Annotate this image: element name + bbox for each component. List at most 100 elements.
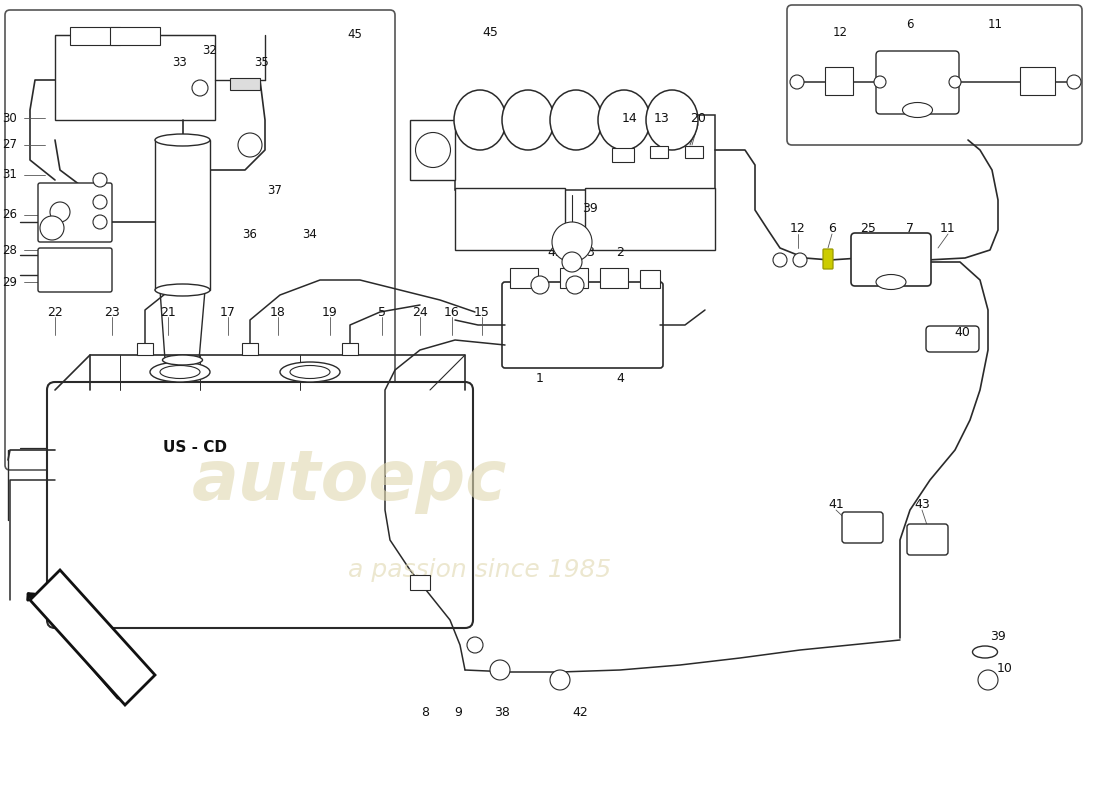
Text: 19: 19	[322, 306, 338, 318]
FancyBboxPatch shape	[786, 5, 1082, 145]
Bar	[560, 268, 588, 288]
FancyBboxPatch shape	[47, 382, 473, 628]
Circle shape	[531, 276, 549, 294]
Text: a passion since 1985: a passion since 1985	[349, 558, 612, 582]
Bar	[410, 575, 430, 590]
FancyBboxPatch shape	[851, 233, 931, 286]
Text: 15: 15	[474, 306, 490, 318]
Bar	[410, 120, 455, 180]
FancyBboxPatch shape	[926, 326, 979, 352]
Text: 23: 23	[104, 306, 120, 318]
Circle shape	[468, 637, 483, 653]
Ellipse shape	[876, 274, 906, 290]
Circle shape	[790, 75, 804, 89]
Text: autoepc: autoepc	[192, 446, 508, 514]
Text: 41: 41	[828, 498, 844, 510]
Text: 18: 18	[271, 306, 286, 318]
Text: 33: 33	[173, 55, 187, 69]
Ellipse shape	[290, 366, 330, 378]
Text: 32: 32	[202, 43, 218, 57]
Ellipse shape	[155, 134, 210, 146]
Bar	[455, 188, 565, 250]
Bar	[455, 115, 715, 190]
Bar	[70, 27, 120, 45]
Text: 40: 40	[954, 326, 970, 338]
Text: 8: 8	[421, 706, 429, 718]
Circle shape	[552, 222, 592, 262]
Circle shape	[793, 253, 807, 267]
Text: 34: 34	[302, 229, 318, 242]
Bar	[138, 343, 153, 355]
Text: 14: 14	[623, 111, 638, 125]
Circle shape	[94, 195, 107, 209]
Circle shape	[550, 670, 570, 690]
Text: 24: 24	[412, 306, 428, 318]
Text: 35: 35	[254, 55, 270, 69]
Bar	[242, 343, 258, 355]
Bar	[650, 146, 668, 158]
Circle shape	[562, 252, 582, 272]
Text: 42: 42	[572, 706, 587, 718]
FancyBboxPatch shape	[908, 524, 948, 555]
Bar	[825, 67, 852, 95]
Ellipse shape	[150, 362, 210, 382]
Circle shape	[192, 80, 208, 96]
Circle shape	[949, 76, 961, 88]
Bar	[230, 78, 260, 90]
Polygon shape	[30, 570, 155, 705]
Ellipse shape	[416, 133, 451, 167]
Text: 28: 28	[2, 243, 18, 257]
Text: 36: 36	[243, 229, 257, 242]
Ellipse shape	[646, 90, 698, 150]
Text: 20: 20	[690, 111, 706, 125]
FancyBboxPatch shape	[39, 248, 112, 292]
Text: 12: 12	[790, 222, 806, 234]
Text: 22: 22	[47, 306, 63, 318]
Text: 1: 1	[536, 371, 543, 385]
Ellipse shape	[163, 355, 202, 365]
Text: 37: 37	[267, 183, 283, 197]
Text: 38: 38	[494, 706, 510, 718]
Bar	[155, 140, 210, 290]
Circle shape	[50, 202, 70, 222]
Circle shape	[490, 660, 510, 680]
Text: 17: 17	[220, 306, 235, 318]
Text: 3: 3	[586, 246, 594, 258]
Text: 39: 39	[990, 630, 1005, 642]
Bar	[612, 148, 634, 162]
Text: US - CD: US - CD	[163, 441, 227, 455]
Text: 4: 4	[616, 371, 624, 385]
Bar	[55, 35, 215, 120]
FancyBboxPatch shape	[39, 183, 112, 242]
Text: 43: 43	[914, 498, 929, 510]
Bar	[110, 27, 160, 45]
Text: 45: 45	[348, 29, 362, 42]
Text: 12: 12	[833, 26, 847, 38]
Ellipse shape	[502, 90, 554, 150]
Ellipse shape	[972, 646, 998, 658]
Circle shape	[94, 173, 107, 187]
FancyBboxPatch shape	[823, 249, 833, 269]
Text: 45: 45	[482, 26, 498, 38]
Text: 39: 39	[582, 202, 598, 214]
Text: 11: 11	[940, 222, 956, 234]
Text: 26: 26	[2, 209, 18, 222]
Ellipse shape	[550, 90, 602, 150]
Ellipse shape	[598, 90, 650, 150]
Text: 25: 25	[860, 222, 876, 234]
Circle shape	[238, 133, 262, 157]
Text: 10: 10	[997, 662, 1013, 674]
Text: 27: 27	[2, 138, 18, 151]
FancyBboxPatch shape	[6, 10, 395, 470]
Text: 2: 2	[616, 246, 624, 258]
Circle shape	[40, 216, 64, 240]
Text: 13: 13	[654, 111, 670, 125]
Circle shape	[874, 76, 886, 88]
Bar	[685, 146, 703, 158]
Ellipse shape	[160, 366, 200, 378]
Circle shape	[773, 253, 786, 267]
Text: 45: 45	[547, 246, 563, 258]
Ellipse shape	[155, 284, 210, 296]
Text: 30: 30	[2, 111, 18, 125]
Text: 5: 5	[378, 306, 386, 318]
